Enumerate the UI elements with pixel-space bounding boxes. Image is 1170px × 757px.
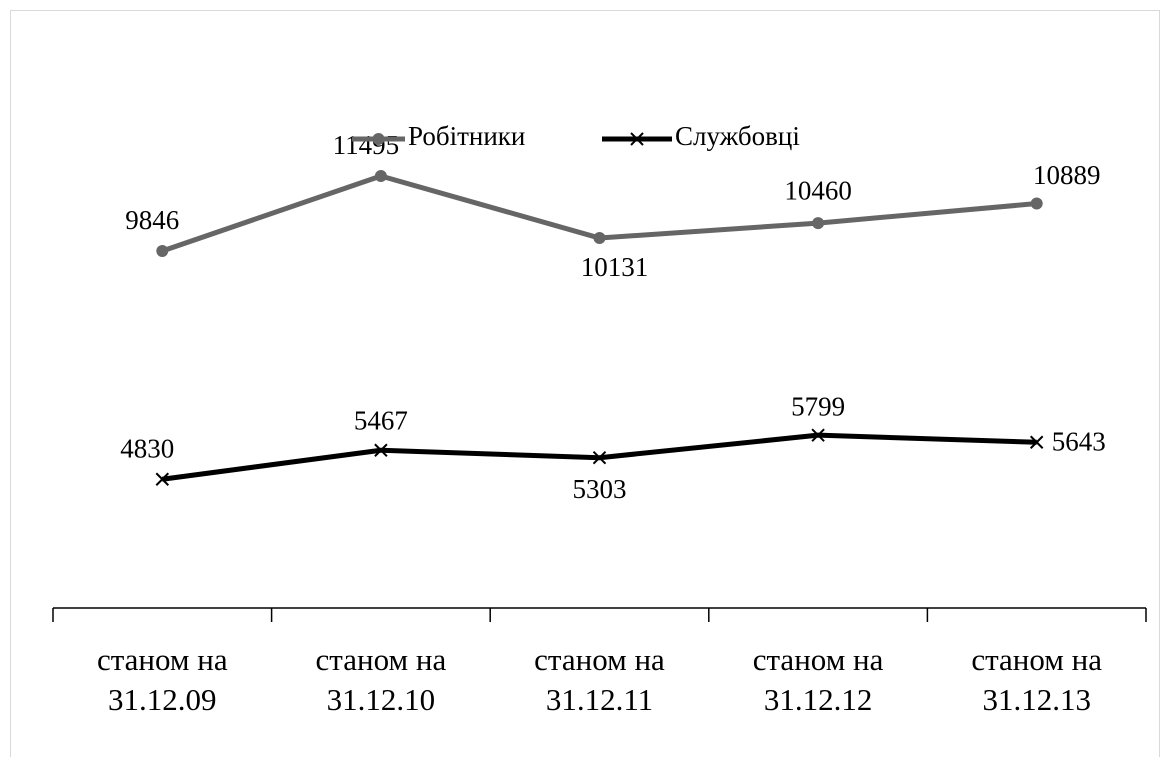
legend-label: Службовці	[675, 121, 800, 151]
x-tick-label: станом на 31.12.12	[752, 642, 884, 717]
data-label: 9846	[125, 205, 179, 235]
point	[374, 443, 388, 457]
point	[812, 217, 825, 230]
point	[1030, 197, 1043, 210]
point	[1029, 435, 1044, 449]
x-tick-label: станом на 31.12.11	[534, 642, 665, 717]
point	[155, 472, 170, 486]
data-label: 11495	[333, 130, 400, 160]
data-label: 10460	[784, 175, 852, 205]
data-label: 10889	[1033, 160, 1101, 190]
point	[156, 245, 169, 258]
data-label: 4830	[120, 433, 174, 463]
data-label: 5467	[354, 405, 408, 435]
point	[374, 169, 387, 182]
chart-border	[10, 10, 1160, 757]
point	[811, 428, 825, 442]
point	[592, 451, 607, 465]
point	[593, 232, 606, 245]
data-label: 5643	[1052, 426, 1106, 456]
legend-marker	[372, 133, 385, 145]
data-label: 5303	[573, 474, 627, 504]
data-label: 5799	[791, 391, 845, 421]
x-tick-label: станом на 31.12.09	[96, 642, 228, 717]
data-label: 10131	[581, 252, 649, 282]
legend-marker	[630, 132, 644, 146]
x-tick-label: станом на 31.12.13	[971, 642, 1103, 717]
legend-label: Робітники	[408, 121, 525, 151]
x-tick-label: станом на 31.12.10	[315, 642, 447, 717]
